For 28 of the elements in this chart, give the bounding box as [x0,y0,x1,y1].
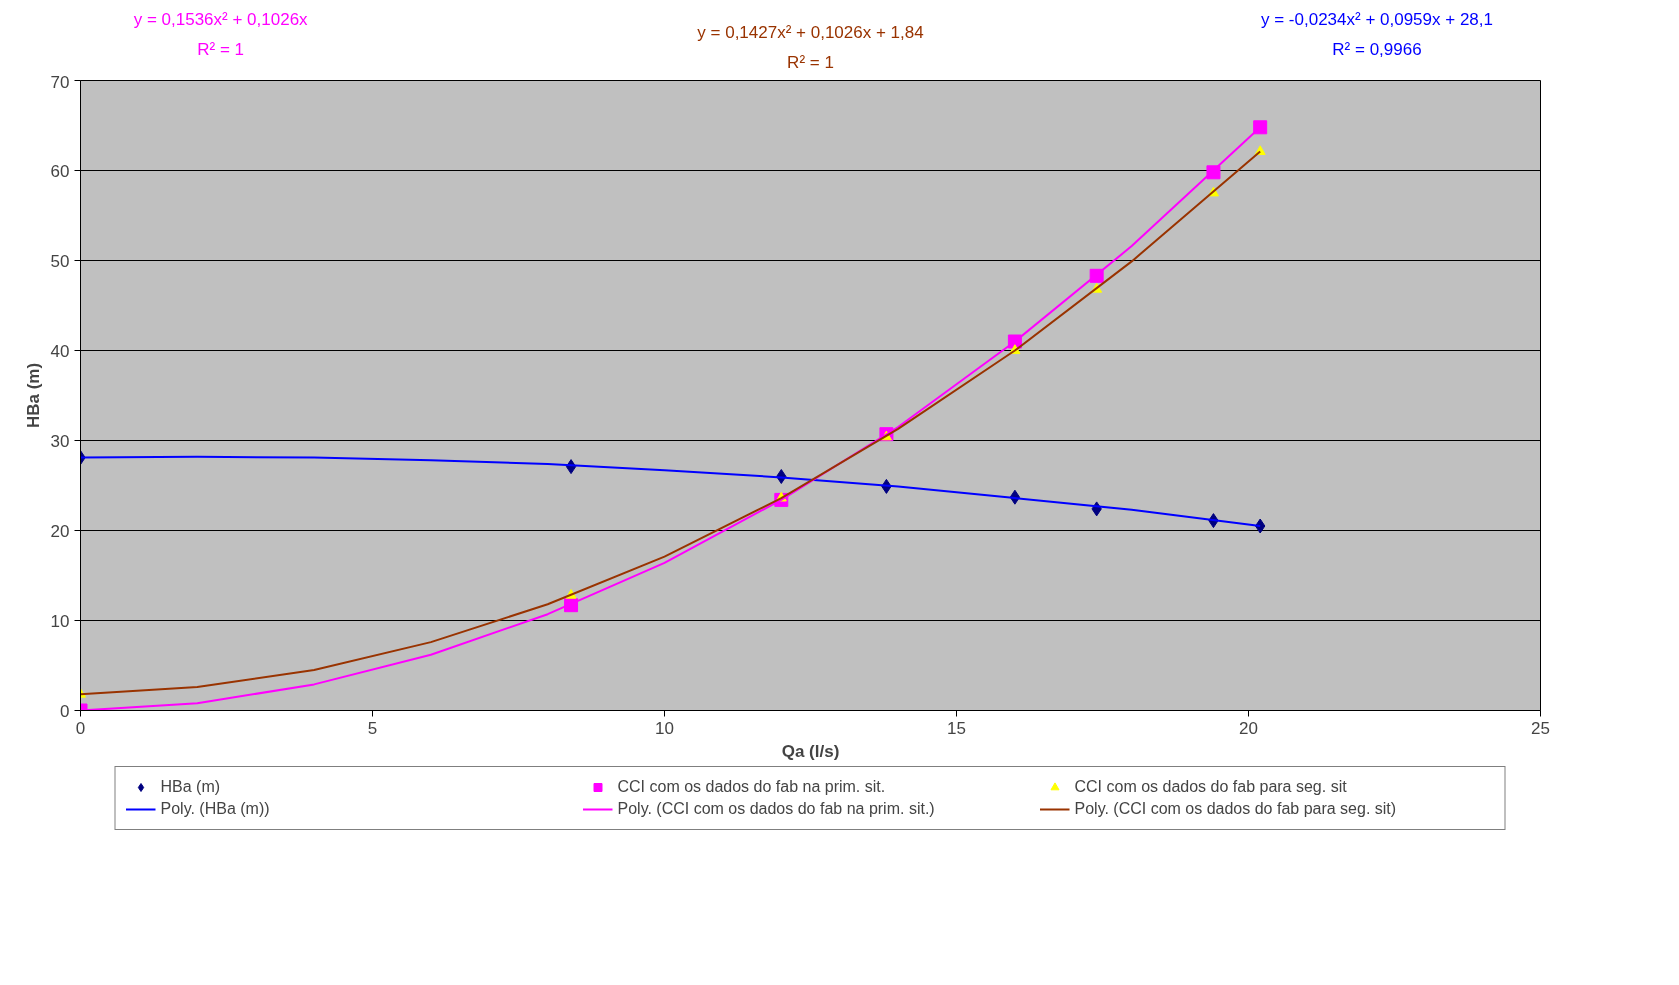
y-tick-label: 20 [50,521,70,541]
x-tick-label: 5 [367,718,378,738]
legend-label: CCI com os dados do fab para seg. sit [1074,778,1348,796]
text: y = 0,1536x² + 0,1026x [133,10,309,29]
x-tick-label: 15 [947,718,966,738]
text: R² = 0,9966 [1332,40,1422,59]
legend-label: Poly. (HBa (m)) [160,800,271,818]
y-tick-label: 70 [50,72,70,92]
text: R² = 1 [197,40,245,59]
text: y = -0,0234x² + 0,0959x + 28,1 [1260,10,1493,29]
y-tick-label: 10 [50,611,70,631]
legend-label: Poly. (CCI com os dados do fab para seg. sit) [1074,800,1398,818]
text: y = 0,1427x² + 0,1026x + 1,84 [697,22,924,42]
y-tick-label: 50 [50,251,70,271]
legend-label: HBa (m) [160,778,222,796]
legend-label: CCI com os dados do fab na prim. sit. [617,778,887,796]
x-tick-label: 25 [1531,718,1550,738]
y-tick-label: 60 [50,161,70,181]
x-axis-title: Qa (l/s) [781,741,840,761]
y-tick-label: 30 [50,431,70,451]
x-tick-label: 0 [75,718,86,738]
x-tick-label: 10 [655,718,674,738]
text: R² = 1 [787,52,834,72]
y-tick-label: 0 [60,701,70,721]
y-axis-title: HBa (m) [23,362,43,429]
x-tick-label: 20 [1239,718,1258,738]
y-tick-label: 40 [50,341,70,361]
legend-label: Poly. (CCI com os dados do fab na prim. sit.) [617,800,936,818]
